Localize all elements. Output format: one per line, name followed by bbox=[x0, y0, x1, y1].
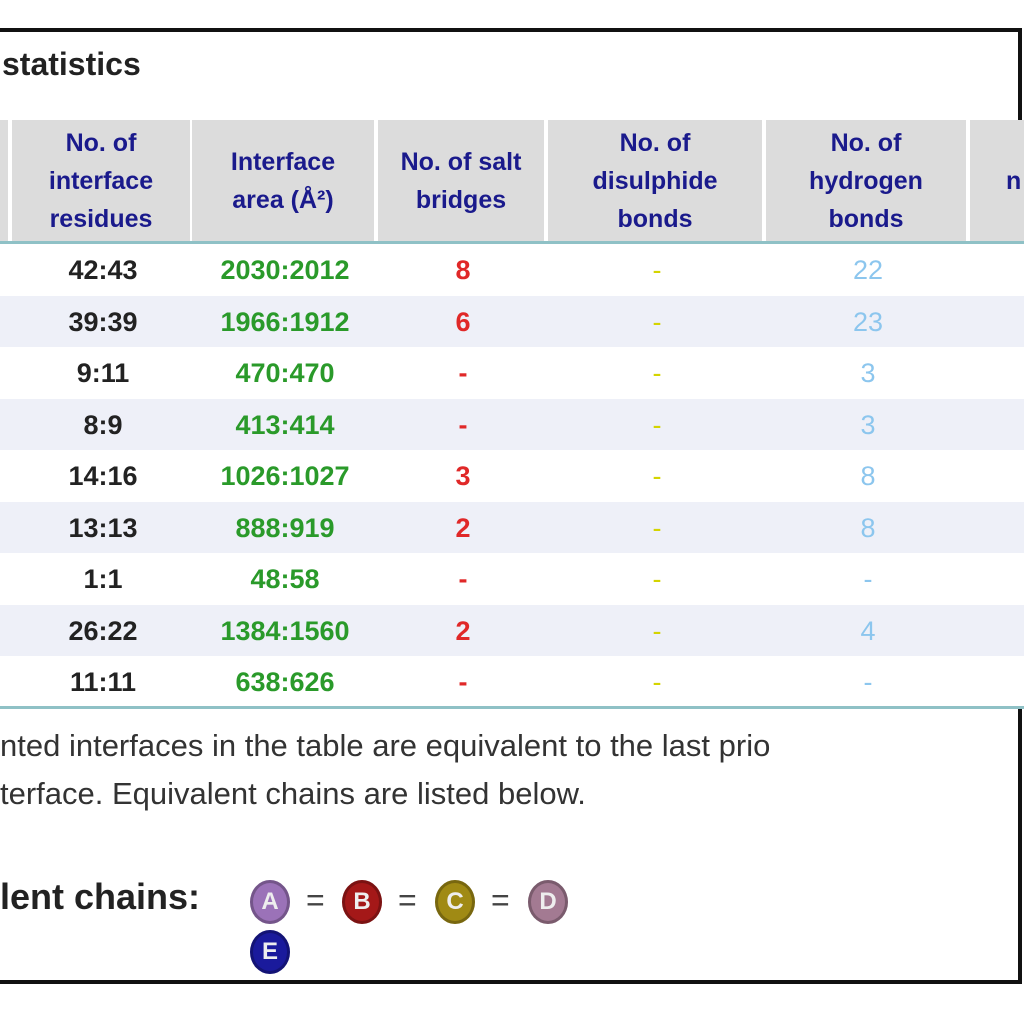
table-cell: - bbox=[863, 667, 873, 697]
table-cell: 888:919 bbox=[235, 512, 335, 543]
header-text: n bbox=[1006, 167, 1022, 195]
table-cell: - bbox=[458, 409, 468, 440]
table-row: 26:22 1384:1560 2 - 4 bbox=[0, 604, 1024, 657]
table-cell: 1384:1560 bbox=[220, 615, 350, 646]
table-cell: 4 bbox=[860, 615, 876, 646]
table-cell: 3 bbox=[455, 461, 471, 491]
equals-sign: = bbox=[491, 882, 510, 918]
table-cell: 470:470 bbox=[235, 358, 335, 388]
chain-badge: D bbox=[528, 880, 568, 924]
table-row: 14:16 1026:1027 3 - 8 bbox=[0, 450, 1024, 502]
equals-sign: = bbox=[398, 882, 417, 918]
section-title: statistics bbox=[2, 46, 141, 82]
table-cell: 13:13 bbox=[68, 512, 138, 543]
table-cell: - bbox=[458, 667, 468, 697]
table-row: 39:39 1966:1912 6 - 23 bbox=[0, 295, 1024, 348]
header-text: No. of disulphide bonds bbox=[592, 129, 718, 233]
table-cell: - bbox=[652, 615, 662, 646]
table-cell: 22 bbox=[852, 255, 884, 285]
table-cell: - bbox=[863, 564, 873, 594]
table-cell: 23 bbox=[852, 306, 884, 337]
table-row: 9:11 470:470 - - 3 bbox=[0, 347, 1024, 399]
table-cell: 6 bbox=[455, 306, 471, 337]
table-row: 42:43 2030:2012 8 - 22 bbox=[0, 244, 1024, 296]
header-text: No. of interface residues bbox=[48, 129, 154, 233]
table-cell: 39:39 bbox=[68, 306, 138, 337]
table-cell: 2 bbox=[455, 512, 471, 543]
table-cell: - bbox=[652, 409, 662, 440]
table-cell: - bbox=[652, 255, 662, 285]
table-cell: 3 bbox=[860, 358, 876, 388]
table-cell: 1:1 bbox=[83, 564, 123, 594]
table-row: 1:1 48:58 - - - bbox=[0, 553, 1024, 605]
table-cell: 48:58 bbox=[250, 564, 320, 594]
chains-label: lent chains: bbox=[0, 876, 201, 917]
table-row: 11:11 638:626 - - - bbox=[0, 656, 1024, 708]
table-cell: - bbox=[652, 512, 662, 543]
equals-sign: = bbox=[306, 882, 325, 918]
table-cell: 26:22 bbox=[68, 615, 138, 646]
table-cell: 413:414 bbox=[235, 409, 335, 440]
table-cell: 638:626 bbox=[235, 667, 335, 697]
table-row: 8:9 413:414 - - 3 bbox=[0, 398, 1024, 451]
note: terface. Equivalent chains are listed be… bbox=[0, 776, 586, 811]
chain-badge: E bbox=[250, 930, 290, 974]
note: nted interfaces in the table are equival… bbox=[0, 728, 771, 763]
divider bbox=[0, 241, 1024, 244]
header-cell: No. of salt bridges bbox=[378, 120, 548, 242]
table-cell: - bbox=[652, 358, 662, 388]
divider bbox=[0, 706, 1024, 709]
table-cell: 2030:2012 bbox=[220, 255, 350, 285]
chain-badge: C bbox=[435, 880, 475, 924]
header-cell: n bbox=[970, 120, 1024, 242]
table-cell: 11:11 bbox=[69, 667, 137, 697]
table-cell: 3 bbox=[860, 409, 876, 440]
table-cell: 14:16 bbox=[68, 461, 138, 491]
header-cell: No. of hydrogen bonds bbox=[766, 120, 970, 242]
table-cell: 42:43 bbox=[68, 255, 138, 285]
table-cell: 8 bbox=[860, 461, 876, 491]
header-text: Interface area (Å²) bbox=[230, 148, 336, 214]
table-cell: - bbox=[652, 667, 662, 697]
table-cell: - bbox=[458, 358, 468, 388]
header-text: No. of hydrogen bonds bbox=[809, 129, 923, 233]
table-cell: 9:11 bbox=[76, 358, 130, 388]
header-cell: No. of disulphide bonds bbox=[548, 120, 766, 242]
header-cell: Interface area (Å²) bbox=[192, 120, 378, 242]
table-cell: 8 bbox=[860, 512, 876, 543]
table-cell: 1966:1912 bbox=[220, 306, 350, 337]
header-cell: No. of interface residues bbox=[12, 120, 194, 242]
table-cell: 8:9 bbox=[83, 409, 123, 440]
header-cell bbox=[0, 120, 12, 242]
table-cell: - bbox=[652, 461, 662, 491]
table-cell: 2 bbox=[455, 615, 471, 646]
table-cell: 8 bbox=[455, 255, 471, 285]
chain-badge: B bbox=[342, 880, 382, 924]
table-row: 13:13 888:919 2 - 8 bbox=[0, 501, 1024, 554]
table-cell: - bbox=[458, 564, 468, 594]
chain-badge: A bbox=[250, 880, 290, 924]
header-text: No. of salt bridges bbox=[400, 148, 522, 214]
table-cell: 1026:1027 bbox=[220, 461, 350, 491]
table-cell: - bbox=[652, 306, 662, 337]
table-cell: - bbox=[652, 564, 662, 594]
